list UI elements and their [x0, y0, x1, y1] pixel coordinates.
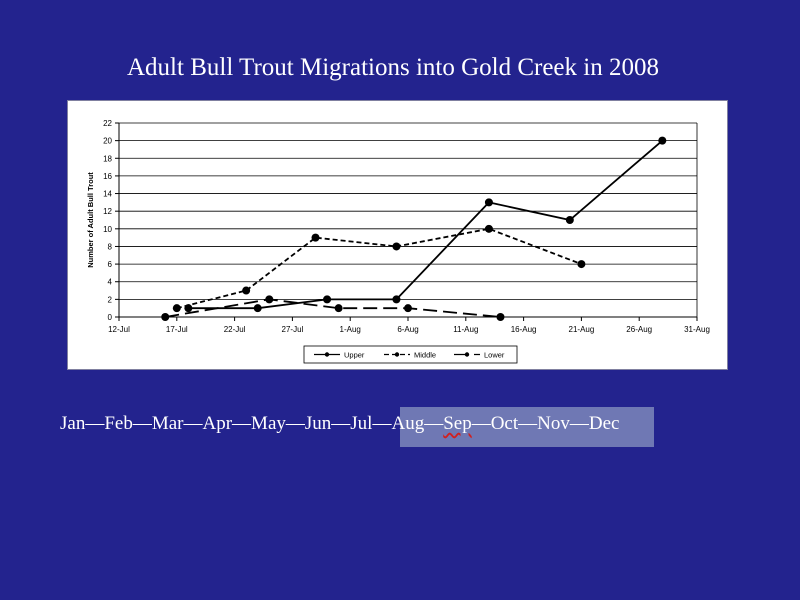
- month-separator: —: [471, 413, 491, 434]
- month-separator: —: [518, 413, 538, 434]
- data-point-upper: [658, 136, 667, 145]
- x-tick-label: 17-Jul: [166, 325, 188, 334]
- x-tick-label: 26-Aug: [626, 325, 652, 334]
- chart-container: 0 2 4 6 8 10 12 14 16 18 20 22 12-Jul 17-Jul 22-Jul 27-…: [67, 100, 728, 370]
- month-separator: —: [183, 413, 203, 434]
- series-line-middle: [176, 227, 582, 310]
- legend-label-middle: Middle: [414, 351, 436, 360]
- month-label-dec: Dec: [588, 413, 620, 434]
- data-point-middle: [172, 304, 181, 313]
- month-separator: —: [424, 413, 444, 434]
- y-tick-label: 20: [103, 137, 112, 146]
- y-tick-label: 8: [108, 242, 113, 251]
- x-tick-label: 27-Jul: [282, 325, 304, 334]
- y-tick-label: 4: [108, 278, 113, 287]
- month-separator: —: [372, 413, 392, 434]
- data-point-upper: [253, 304, 262, 313]
- x-tick-label: 11-Aug: [453, 325, 478, 334]
- x-tick-label: 1-Aug: [340, 325, 361, 334]
- y-tick-label: 22: [103, 119, 112, 128]
- legend-marker-middle: [394, 352, 400, 357]
- legend-marker-upper: [324, 352, 330, 357]
- data-point-middle: [484, 224, 493, 233]
- month-label-sep: Sep: [443, 413, 472, 434]
- data-point-upper: [484, 198, 493, 207]
- series-line-upper: [188, 139, 663, 310]
- line-chart: 0 2 4 6 8 10 12 14 16 18 20 22 12-Jul 17-Jul 22-Jul 27-…: [86, 119, 710, 364]
- month-label-jun: Jun: [304, 413, 332, 434]
- legend-label-upper: Upper: [344, 351, 365, 360]
- slide-title: Adult Bull Trout Migrations into Gold Cr…: [127, 54, 659, 81]
- legend-marker-lower: [464, 352, 470, 357]
- data-point-lower: [496, 313, 505, 321]
- y-tick-label: 12: [103, 207, 112, 216]
- data-point-middle: [577, 260, 586, 269]
- legend-label-lower: Lower: [484, 351, 505, 360]
- month-separator: —: [132, 413, 152, 434]
- data-point-middle: [392, 242, 401, 251]
- month-label-feb: Feb: [104, 413, 133, 434]
- x-tick-label: 12-Jul: [108, 325, 130, 334]
- month-label-jan: Jan: [60, 413, 86, 434]
- y-tick-label: 16: [103, 172, 112, 181]
- y-tick-label: 14: [103, 190, 112, 199]
- y-tick-label: 2: [108, 295, 113, 304]
- x-tick-label: 6-Aug: [397, 325, 418, 334]
- month-label-mar: Mar: [151, 413, 184, 434]
- data-point-upper: [565, 216, 574, 224]
- data-point-middle: [311, 233, 320, 242]
- y-tick-label: 0: [108, 313, 113, 322]
- month-label-oct: Oct: [490, 413, 519, 434]
- data-point-lower: [334, 304, 343, 313]
- month-label-nov: Nov: [537, 413, 570, 434]
- x-tick-label: 31-Aug: [684, 325, 710, 334]
- month-label-aug: Aug: [391, 413, 425, 434]
- month-highlight-band: [400, 407, 654, 447]
- x-tick-label: 16-Aug: [511, 325, 537, 334]
- series-line-lower: [165, 298, 501, 318]
- month-label-may: May: [251, 413, 286, 434]
- month-label-jul: Jul: [350, 413, 373, 434]
- data-point-upper: [323, 295, 332, 304]
- data-point-lower: [265, 295, 274, 304]
- data-point-lower: [161, 313, 170, 321]
- legend-box: [303, 345, 518, 364]
- month-separator: —: [331, 413, 351, 434]
- x-tick-label: 21-Aug: [569, 325, 595, 334]
- data-point-middle: [242, 286, 251, 295]
- y-tick-label: 10: [103, 225, 112, 234]
- month-separator: —: [85, 413, 105, 434]
- month-timeline: Jan—Feb—Mar—Apr—May—Jun—Jul—Aug—Sep—Oct—…: [60, 413, 619, 435]
- data-point-upper: [392, 295, 401, 304]
- month-separator: —: [232, 413, 252, 434]
- month-label-apr: Apr: [202, 413, 233, 434]
- month-separator: —: [285, 413, 305, 434]
- x-tick-label: 22-Jul: [224, 325, 246, 334]
- y-tick-label: 6: [108, 260, 113, 269]
- y-tick-label: 18: [103, 154, 112, 163]
- data-point-lower: [404, 304, 412, 313]
- month-separator: —: [569, 413, 589, 434]
- y-axis-title: Number of Adult Bull Trout: [86, 172, 95, 268]
